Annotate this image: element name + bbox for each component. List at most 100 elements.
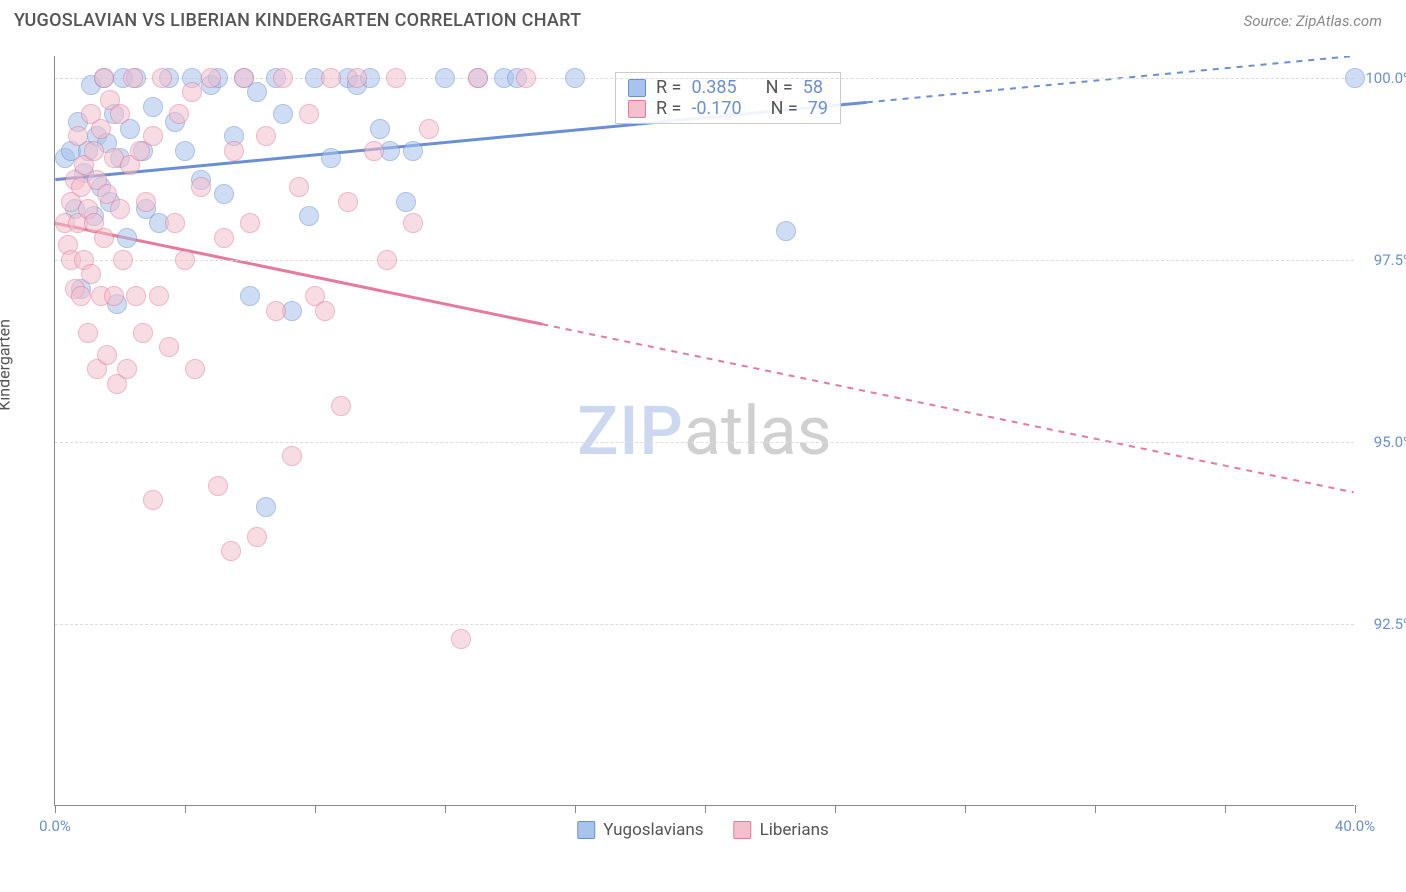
data-point bbox=[97, 345, 117, 365]
legend-item: Yugoslavians bbox=[577, 820, 703, 840]
data-point bbox=[240, 286, 260, 306]
data-point bbox=[68, 126, 88, 146]
legend: Yugoslavians Liberians bbox=[577, 820, 828, 840]
data-point bbox=[565, 68, 585, 88]
gridline bbox=[55, 260, 1354, 261]
data-point bbox=[214, 228, 234, 248]
data-point bbox=[94, 68, 114, 88]
data-point bbox=[175, 250, 195, 270]
data-point bbox=[273, 68, 293, 88]
data-point bbox=[136, 192, 156, 212]
data-point bbox=[240, 213, 260, 233]
data-point bbox=[143, 126, 163, 146]
data-point bbox=[126, 286, 146, 306]
data-point bbox=[152, 68, 172, 88]
y-axis-label: Kindergarten bbox=[0, 319, 14, 411]
gridline bbox=[55, 442, 1354, 443]
data-point bbox=[159, 337, 179, 357]
data-point bbox=[182, 82, 202, 102]
data-point bbox=[91, 119, 111, 139]
data-point bbox=[403, 141, 423, 161]
watermark-zip: ZIP bbox=[577, 391, 684, 471]
data-point bbox=[386, 68, 406, 88]
data-point bbox=[403, 213, 423, 233]
data-point bbox=[299, 206, 319, 226]
data-point bbox=[208, 476, 228, 496]
data-point bbox=[185, 359, 205, 379]
plot-area: ZIPatlas R = 0.385 N = 58R = -0.170 N = … bbox=[54, 56, 1354, 806]
data-point bbox=[117, 359, 137, 379]
correlation-stats-box: R = 0.385 N = 58R = -0.170 N = 79 bbox=[615, 72, 841, 124]
x-tick bbox=[965, 805, 966, 813]
data-point bbox=[224, 141, 244, 161]
data-point bbox=[71, 286, 91, 306]
data-point bbox=[110, 199, 130, 219]
data-point bbox=[143, 490, 163, 510]
data-point bbox=[299, 104, 319, 124]
stats-row: R = 0.385 N = 58 bbox=[628, 77, 828, 98]
data-point bbox=[143, 97, 163, 117]
data-point bbox=[214, 184, 234, 204]
data-point bbox=[234, 68, 254, 88]
data-point bbox=[113, 250, 133, 270]
data-point bbox=[149, 286, 169, 306]
x-tick bbox=[1225, 805, 1226, 813]
data-point bbox=[78, 323, 98, 343]
data-point bbox=[1345, 68, 1365, 88]
data-point bbox=[191, 177, 211, 197]
x-tick bbox=[1355, 805, 1356, 813]
data-point bbox=[201, 68, 221, 88]
data-point bbox=[273, 104, 293, 124]
data-point bbox=[364, 141, 384, 161]
x-tick bbox=[835, 805, 836, 813]
data-point bbox=[104, 286, 124, 306]
data-point bbox=[256, 497, 276, 517]
x-tick bbox=[55, 805, 56, 813]
watermark: ZIPatlas bbox=[577, 391, 832, 471]
trend-lines bbox=[55, 56, 1354, 805]
x-tick bbox=[185, 805, 186, 813]
data-point bbox=[315, 301, 335, 321]
x-tick bbox=[445, 805, 446, 813]
data-point bbox=[377, 250, 397, 270]
data-point bbox=[396, 192, 416, 212]
data-point bbox=[419, 119, 439, 139]
data-point bbox=[776, 221, 796, 241]
data-point bbox=[110, 104, 130, 124]
y-tick-label: 97.5% bbox=[1359, 251, 1406, 269]
data-point bbox=[435, 68, 455, 88]
data-point bbox=[321, 68, 341, 88]
data-point bbox=[81, 264, 101, 284]
y-tick-label: 95.0% bbox=[1359, 433, 1406, 451]
x-tick bbox=[705, 805, 706, 813]
stats-row: R = -0.170 N = 79 bbox=[628, 98, 828, 119]
data-point bbox=[123, 68, 143, 88]
data-point bbox=[451, 629, 471, 649]
source-label: Source: ZipAtlas.com bbox=[1244, 12, 1382, 30]
x-tick bbox=[1095, 805, 1096, 813]
data-point bbox=[165, 213, 185, 233]
data-point bbox=[289, 177, 309, 197]
data-point bbox=[516, 68, 536, 88]
gridline bbox=[55, 624, 1354, 625]
data-point bbox=[84, 141, 104, 161]
data-point bbox=[321, 148, 341, 168]
data-point bbox=[169, 104, 189, 124]
data-point bbox=[247, 527, 267, 547]
legend-item: Liberians bbox=[734, 820, 829, 840]
watermark-atlas: atlas bbox=[684, 391, 832, 471]
data-point bbox=[117, 228, 137, 248]
data-point bbox=[175, 141, 195, 161]
x-tick bbox=[575, 805, 576, 813]
data-point bbox=[468, 68, 488, 88]
data-point bbox=[282, 446, 302, 466]
chart-title: YUGOSLAVIAN VS LIBERIAN KINDERGARTEN COR… bbox=[14, 10, 581, 31]
data-point bbox=[370, 119, 390, 139]
y-tick-label: 92.5% bbox=[1359, 615, 1406, 633]
y-tick-label: 100.0% bbox=[1359, 69, 1406, 87]
x-tick-label: 40.0% bbox=[1335, 817, 1375, 835]
data-point bbox=[221, 541, 241, 561]
x-tick-label: 0.0% bbox=[39, 817, 71, 835]
x-tick bbox=[315, 805, 316, 813]
data-point bbox=[347, 68, 367, 88]
